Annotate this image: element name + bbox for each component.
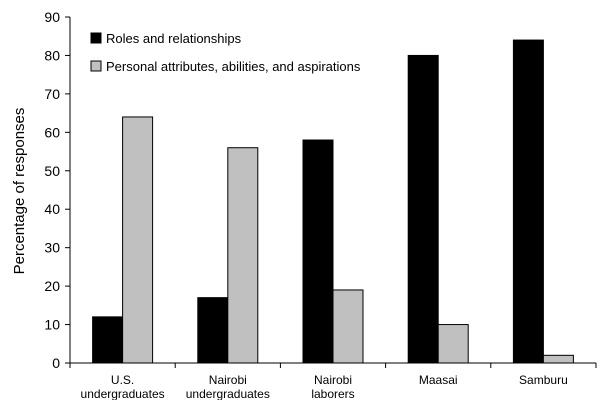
- legend: Roles and relationships Personal attribut…: [90, 31, 361, 74]
- x-category-label: Nairobi: [314, 373, 352, 387]
- bar-attributes: [332, 289, 364, 364]
- y-tick-label: 60: [44, 124, 60, 140]
- bars: [92, 39, 574, 364]
- x-category-label: U.S.: [111, 373, 134, 387]
- legend-label: Personal attributes, abilities, and aspi…: [106, 59, 361, 74]
- y-tick-label: 90: [44, 9, 60, 25]
- y-tick-label: 0: [52, 355, 60, 371]
- y-tick-label: 30: [44, 240, 60, 256]
- y-tick-label: 20: [44, 278, 60, 294]
- legend-swatch: [90, 32, 102, 44]
- bar-roles: [92, 316, 124, 364]
- y-tick-label: 50: [44, 163, 60, 179]
- x-category-label: Samburu: [519, 373, 568, 387]
- bar-roles: [407, 54, 439, 364]
- x-category-label: Nairobi: [209, 373, 247, 387]
- y-axis-title: Percentage of responses: [11, 108, 28, 275]
- y-tick-label: 40: [44, 201, 60, 217]
- legend-label: Roles and relationships: [106, 31, 242, 46]
- bar-attributes: [122, 116, 154, 364]
- y-axis: 0 10 20 30 40 50 60 70 80 90: [44, 9, 71, 371]
- legend-swatch: [90, 60, 102, 72]
- x-axis: U.S.undergraduatesNairobiundergraduatesN…: [69, 362, 597, 400]
- bar-roles: [197, 297, 229, 364]
- bar-attributes: [227, 147, 259, 364]
- x-category-label: laborers: [311, 387, 354, 400]
- y-tick-label: 80: [44, 47, 60, 63]
- y-tick-label: 10: [44, 317, 60, 333]
- y-tick-label: 70: [44, 86, 60, 102]
- x-category-label: undergraduates: [186, 387, 270, 400]
- x-category-label: Maasai: [419, 373, 458, 387]
- bar-attributes: [542, 354, 574, 364]
- bar-roles: [302, 139, 334, 364]
- bar-roles: [512, 39, 544, 364]
- bar-attributes: [437, 324, 469, 364]
- x-category-label: undergraduates: [81, 387, 165, 400]
